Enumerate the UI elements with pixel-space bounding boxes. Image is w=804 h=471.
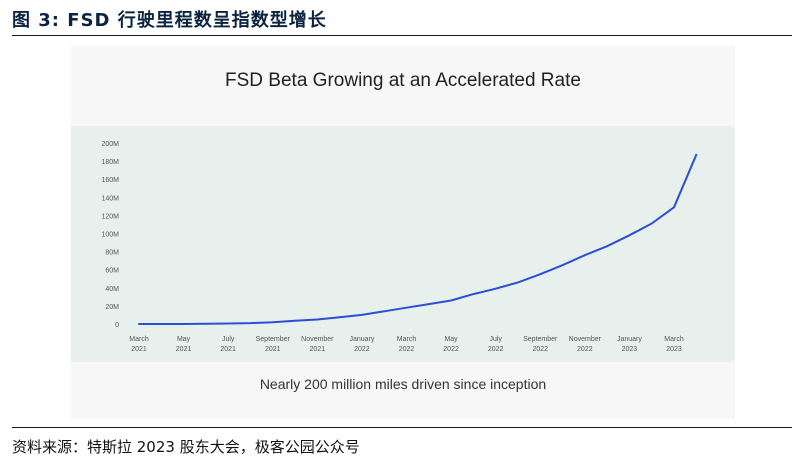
x-tick-label: March <box>664 336 684 343</box>
chart-title: FSD Beta Growing at an Accelerated Rate <box>225 70 581 91</box>
x-tick-label: November <box>301 336 334 343</box>
y-tick-label: 0 <box>115 322 119 329</box>
line-chart: 0 20M 40M 60M 80M 100M 120M 140M 160M 180M 200M Mar… <box>101 141 698 353</box>
x-tick-year-label: 2022 <box>532 346 548 353</box>
x-tick-label: September <box>256 336 291 343</box>
x-tick-year-label: 2022 <box>443 346 459 353</box>
chart-caption: Nearly 200 million miles driven since in… <box>259 376 547 392</box>
x-tick-year-label: 2022 <box>399 346 415 353</box>
x-tick-label: January <box>349 336 374 343</box>
x-tick-year-label: 2021 <box>176 346 192 353</box>
y-tick-label: 140M <box>101 195 119 202</box>
x-tick-year-label: 2021 <box>310 346 326 353</box>
figure-title-text: FSD 行驶里程数呈指数型增长 <box>67 10 327 31</box>
y-tick-label: 200M <box>101 141 119 148</box>
y-tick-label: 40M <box>105 286 119 293</box>
top-rule <box>12 35 792 36</box>
x-tick-year-label: 2023 <box>666 346 682 353</box>
x-tick-label: March <box>129 336 149 343</box>
x-tick-year-label: 2021 <box>265 346 281 353</box>
x-tick-label: July <box>222 336 235 343</box>
x-tick-label: July <box>489 336 502 343</box>
x-tick-label: March <box>397 336 417 343</box>
figure-label: 图 3: <box>12 10 60 31</box>
bottom-rule <box>12 427 792 428</box>
plot-background <box>71 126 735 362</box>
x-tick-year-label: 2022 <box>577 346 593 353</box>
y-tick-label: 120M <box>101 213 119 220</box>
y-tick-label: 80M <box>105 250 119 257</box>
source-note: 资料来源：特斯拉 2023 股东大会，极客公园公众号 <box>12 438 360 456</box>
x-tick-label: January <box>617 336 642 343</box>
x-tick-label: May <box>444 336 458 343</box>
x-tick-label: September <box>523 336 558 343</box>
chart-panel: FSD Beta Growing at an Accelerated Rate … <box>71 46 735 419</box>
y-tick-label: 180M <box>101 159 119 166</box>
y-tick-label: 160M <box>101 177 119 184</box>
x-tick-year-label: 2021 <box>131 346 147 353</box>
series-line <box>138 153 698 325</box>
x-tick-year-label: 2021 <box>220 346 236 353</box>
x-tick-year-label: 2022 <box>354 346 370 353</box>
x-tick-label: May <box>177 336 191 343</box>
y-tick-label: 100M <box>101 232 119 239</box>
y-tick-label: 20M <box>105 304 119 311</box>
x-tick-year-label: 2022 <box>488 346 504 353</box>
x-tick-label: November <box>569 336 602 343</box>
y-tick-label: 60M <box>105 268 119 275</box>
figure-title: 图 3: FSD 行驶里程数呈指数型增长 <box>12 6 327 32</box>
x-tick-year-label: 2023 <box>622 346 638 353</box>
